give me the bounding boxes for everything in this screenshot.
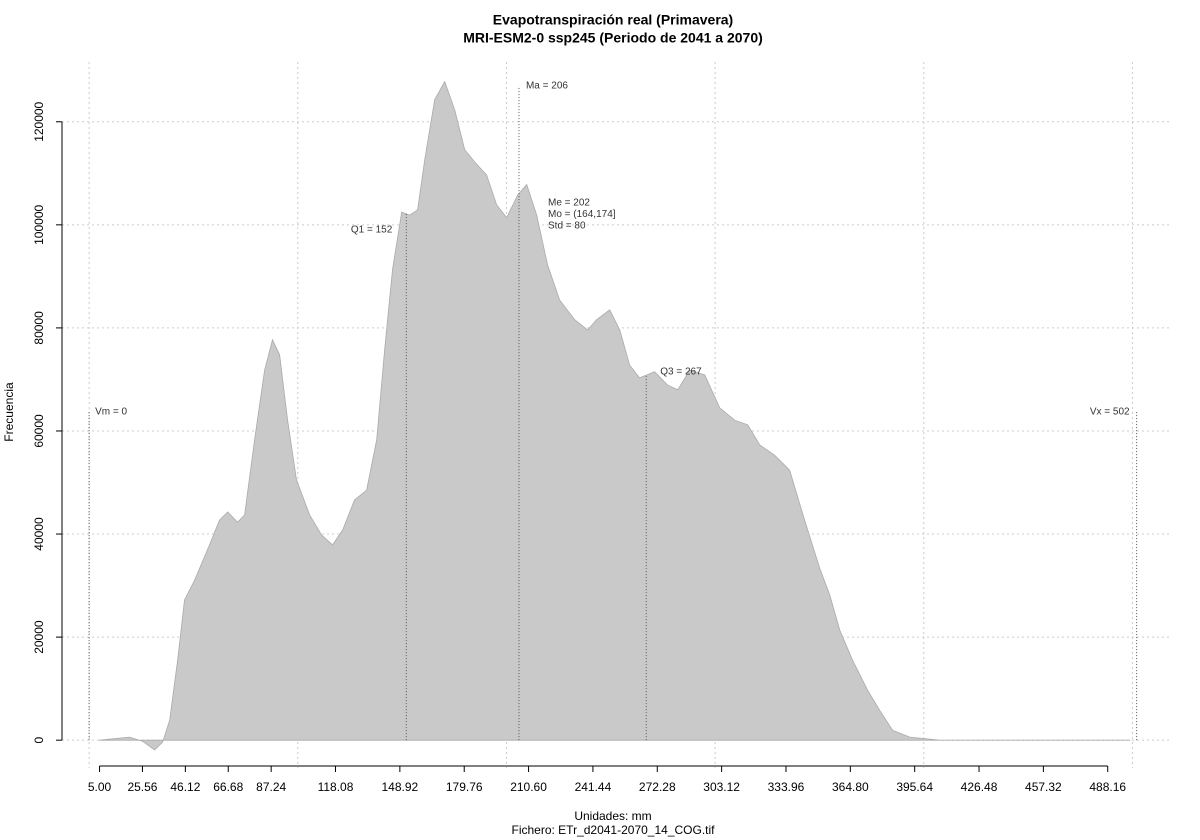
annotation-label: Q3 = 267 — [660, 367, 702, 378]
y-tick-label: 60000 — [32, 414, 46, 448]
y-axis-label: Frecuencia — [2, 382, 16, 442]
x-tick-label: 210.60 — [510, 780, 547, 794]
x-tick-label: 241.44 — [575, 780, 612, 794]
y-tick-label: 80000 — [32, 311, 46, 345]
chart-title: Evapotranspiración real (Primavera) — [493, 12, 733, 28]
x-tick-label: 364.80 — [832, 780, 869, 794]
x-tick-label: 426.48 — [961, 780, 998, 794]
y-tick-label: 20000 — [32, 620, 46, 654]
y-tick-label: 0 — [32, 737, 46, 744]
annotation-label: Vx = 502 — [1090, 407, 1130, 418]
y-tick-label: 100000 — [32, 204, 46, 244]
x-tick-label: 303.12 — [703, 780, 740, 794]
footer: Fichero: ETr_d2041-2070_14_COG.tif — [512, 823, 716, 837]
x-tick-label: 179.76 — [446, 780, 483, 794]
x-tick-label: 5.00 — [88, 780, 112, 794]
x-tick-label: 46.12 — [170, 780, 200, 794]
x-tick-label: 148.92 — [382, 780, 419, 794]
annotation-label: Q1 = 152 — [351, 225, 393, 236]
x-axis-label: Unidades: mm — [574, 809, 651, 823]
stat-label: Mo = (164,174] — [548, 209, 616, 220]
x-tick-label: 333.96 — [768, 780, 805, 794]
stat-label: Me = 202 — [548, 198, 590, 209]
density-area — [98, 80, 1131, 751]
x-tick-label: 457.32 — [1025, 780, 1062, 794]
annotation-label: Vm = 0 — [95, 407, 127, 418]
x-tick-label: 395.64 — [896, 780, 933, 794]
y-tick-label: 120000 — [32, 101, 46, 141]
x-tick-label: 118.08 — [318, 780, 354, 794]
stat-label: Std = 80 — [548, 221, 586, 232]
x-tick-label: 87.24 — [256, 780, 286, 794]
y-tick-label: 40000 — [32, 517, 46, 551]
annotation-label: Ma = 206 — [526, 81, 568, 92]
x-tick-label: 25.56 — [127, 780, 157, 794]
x-tick-label: 272.28 — [639, 780, 676, 794]
chart-subtitle: MRI-ESM2-0 ssp245 (Periodo de 2041 a 207… — [463, 30, 763, 46]
x-tick-label: 66.68 — [213, 780, 243, 794]
x-tick-label: 488.16 — [1089, 780, 1126, 794]
